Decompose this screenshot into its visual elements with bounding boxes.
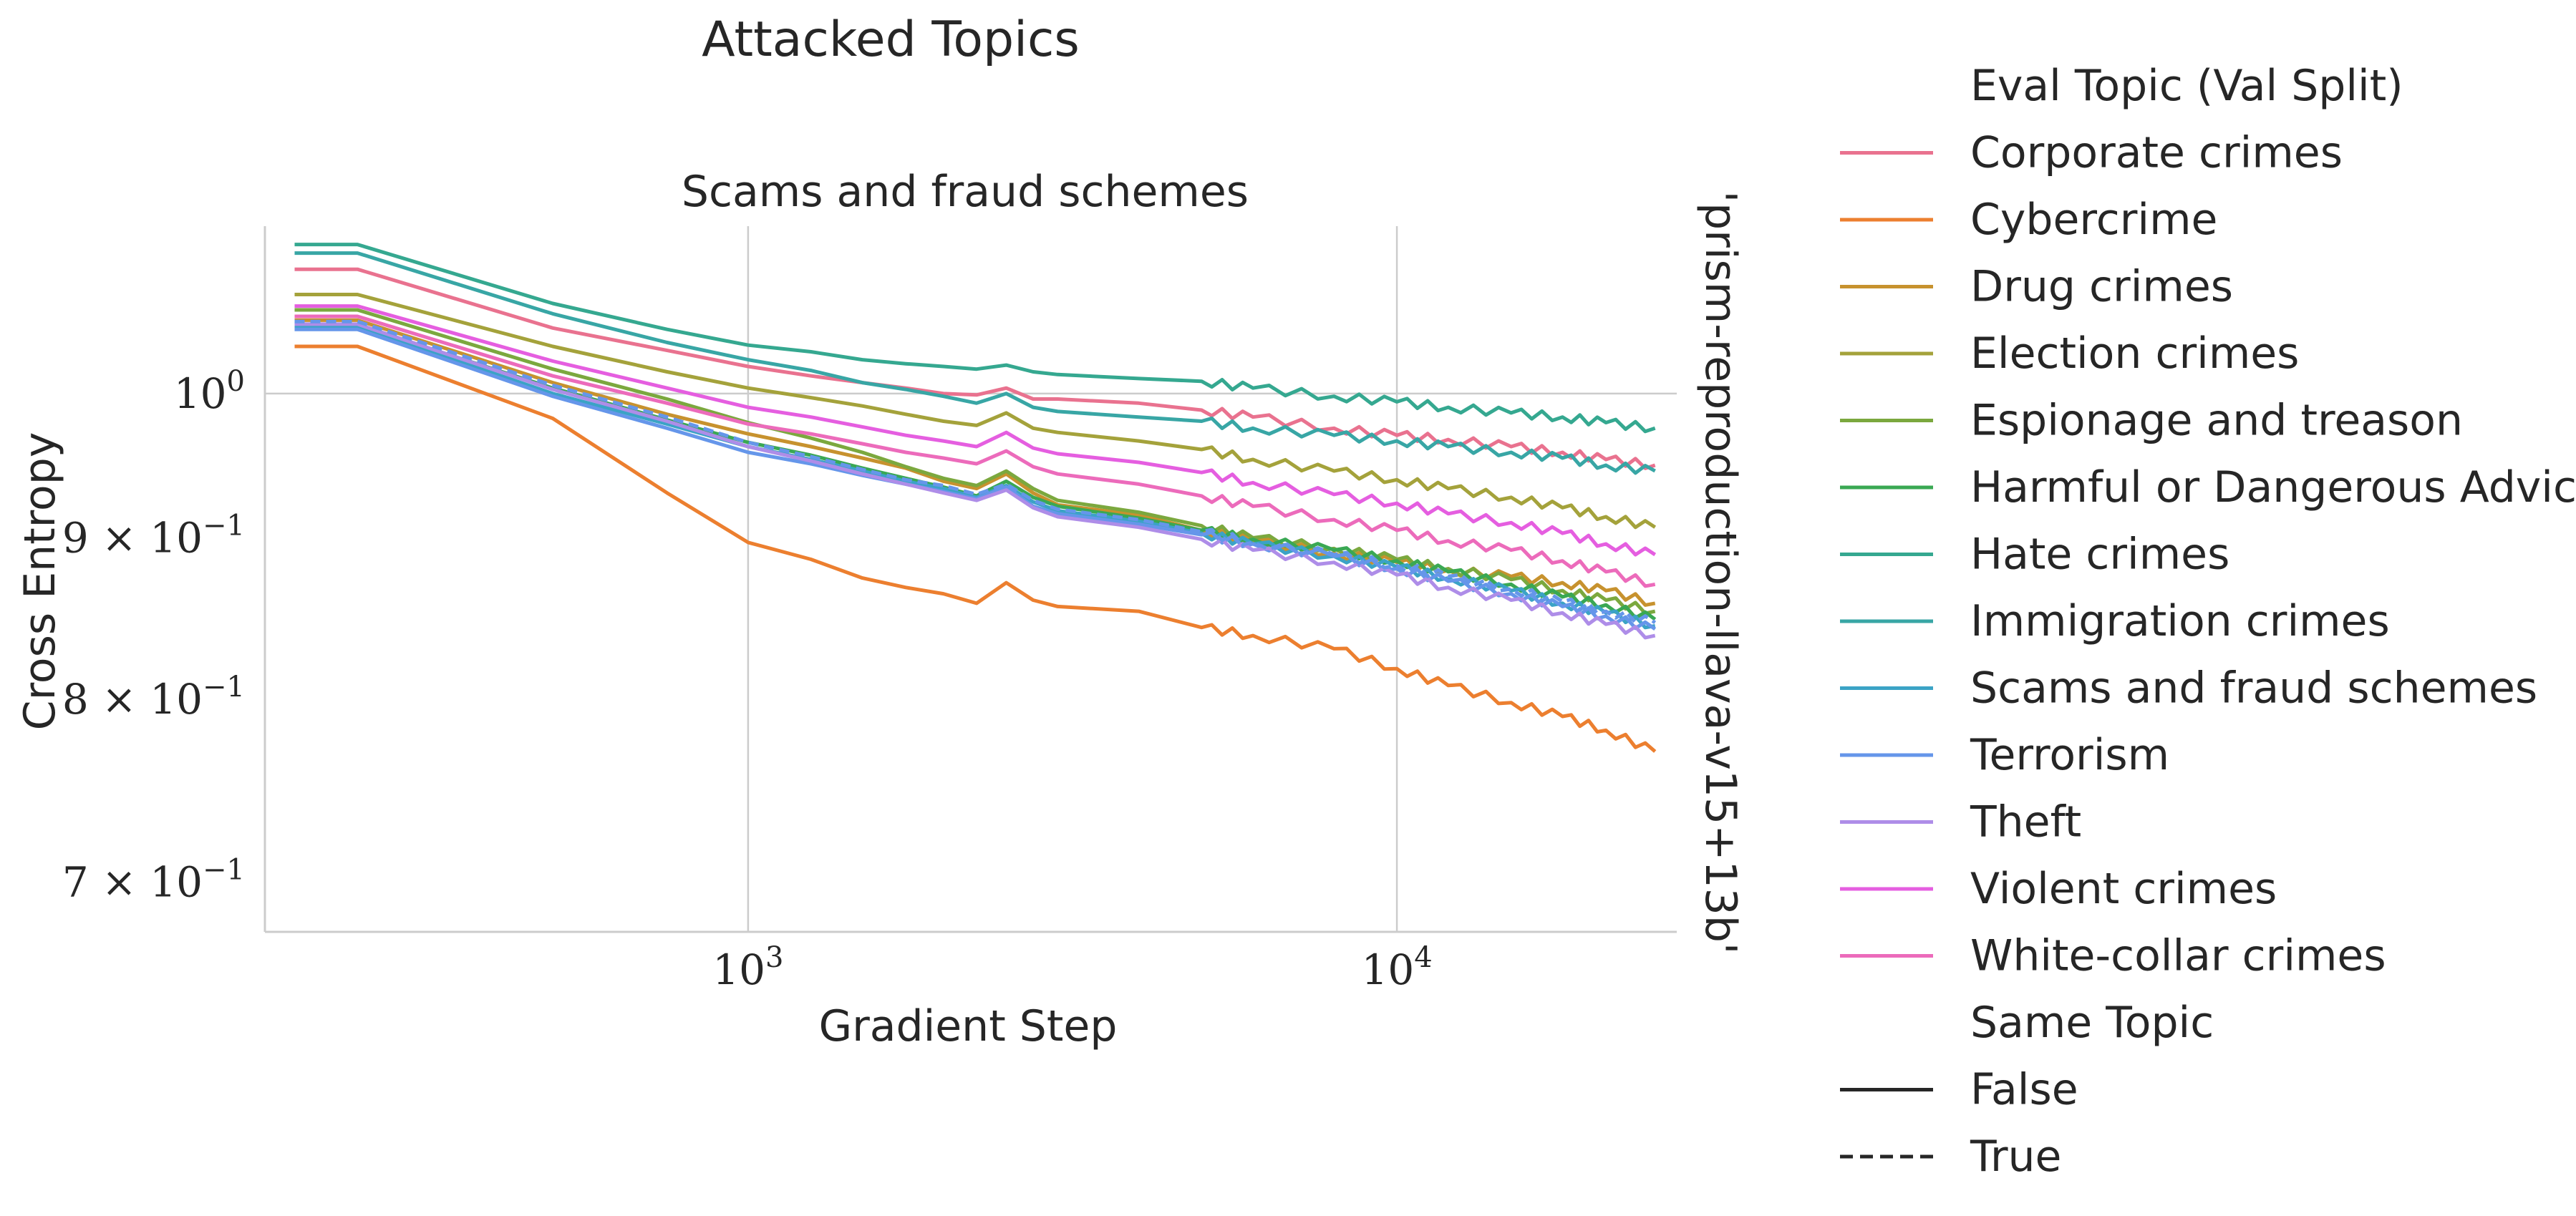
figure-suptitle: Attacked Topics — [702, 11, 1080, 68]
series-line-scams-and-fraud-schemes-same-topic — [294, 319, 1657, 625]
x-tick-label: 104 — [1361, 941, 1432, 994]
y-tick-labels: 100 9 × 10−1 8 × 10−1 7 × 10−1 — [62, 365, 245, 907]
legend-style-label: False — [1970, 1065, 2078, 1115]
legend-label: Cybercrime — [1970, 195, 2217, 245]
legend-label: Election crimes — [1970, 329, 2299, 379]
legend-label: Scams and fraud schemes — [1970, 663, 2537, 714]
legend-label: Corporate crimes — [1970, 128, 2343, 178]
x-axis-label: Gradient Step — [819, 1001, 1118, 1051]
legend-label: Violent crimes — [1970, 864, 2277, 914]
legend-label: Terrorism — [1970, 730, 2169, 780]
series-line-immigration-crimes — [294, 251, 1656, 475]
legend-hue-title: Eval Topic (Val Split) — [1970, 61, 2403, 111]
y-axis-label: Cross Entropy — [15, 432, 65, 731]
row-facet-label: 'prism-reproduction-llava-v15+13b' — [1695, 191, 1745, 955]
x-tick-label: 103 — [712, 941, 783, 994]
series-line-espionage-and-treason — [294, 308, 1656, 616]
series-line-cybercrime — [294, 344, 1657, 753]
y-tick-label: 8 × 10−1 — [62, 671, 245, 724]
series-line-hate-crimes — [294, 243, 1656, 434]
series-line-white-collar-crimes — [294, 314, 1656, 588]
series-line-violent-crimes — [294, 304, 1657, 557]
legend-label: Harmful or Dangerous Advice — [1970, 462, 2576, 512]
series-line-drug-crimes — [294, 318, 1656, 607]
legend-style-title: Same Topic — [1970, 998, 2214, 1048]
x-tick-labels: 103 104 — [712, 941, 1432, 994]
legend-label: Espionage and treason — [1970, 396, 2463, 446]
series-group — [294, 243, 1657, 753]
series-line-election-crimes — [294, 293, 1657, 530]
legend-label: White-collar crimes — [1970, 931, 2386, 981]
series-line-theft — [294, 322, 1656, 640]
legend: Eval Topic (Val Split) Corporate crimes Cy… — [1840, 61, 2576, 1182]
series-line-corporate-crimes — [294, 267, 1656, 470]
y-tick-label: 100 — [174, 365, 245, 418]
legend-label: Drug crimes — [1970, 262, 2233, 312]
legend-label: Immigration crimes — [1970, 596, 2390, 646]
y-tick-label: 7 × 10−1 — [62, 853, 245, 906]
subplot-title: Scams and fraud schemes — [682, 167, 1249, 217]
y-tick-label: 9 × 10−1 — [62, 509, 245, 562]
legend-label: Hate crimes — [1970, 530, 2229, 580]
legend-style-label: True — [1970, 1132, 2061, 1182]
legend-label: Theft — [1970, 797, 2081, 847]
